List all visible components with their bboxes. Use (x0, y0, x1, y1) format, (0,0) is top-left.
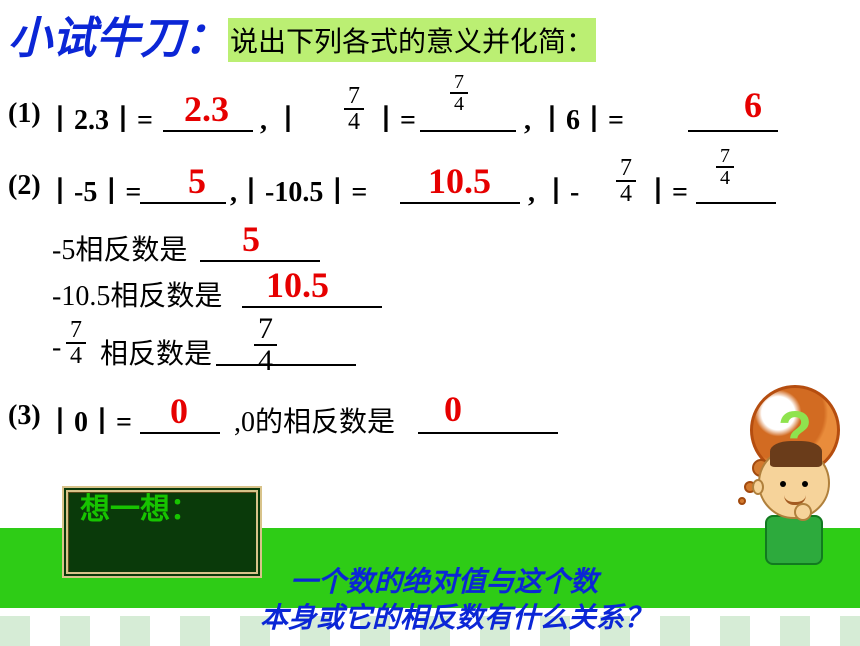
q3-expr1: 丨0丨= (46, 400, 132, 440)
q2-frac: 7 4 (616, 156, 636, 206)
section-title: 小试牛刀： (8, 2, 228, 66)
fraction: 7 4 (616, 156, 636, 206)
q1-ans1: 2.3 (184, 88, 229, 130)
bubble-dot (738, 497, 746, 505)
bottom-question-line1: 一个数的绝对值与这个数 (290, 560, 598, 600)
sub2-blank (242, 306, 382, 308)
fraction: 7 4 (450, 72, 468, 114)
fraction: 7 4 (66, 318, 86, 368)
sub3-blank (216, 364, 356, 366)
fraction: 7 4 (254, 314, 277, 376)
sub3-neg: - (52, 332, 61, 364)
q3-line: (3) 丨0丨= 0 ,0的相反数是 0 (0, 386, 860, 446)
q2-ans1: 5 (188, 160, 206, 202)
q1-expr1: 丨2.3丨= (46, 98, 153, 138)
q1-label: (1) (8, 98, 41, 130)
q2-ans3: 7 4 (716, 146, 734, 188)
q3-blank2 (418, 432, 558, 434)
q1-sep1: , 丨 (260, 98, 302, 138)
q3-ans2: 0 (444, 388, 462, 430)
sub3: - 7 4 相反数是 7 4 (0, 318, 860, 386)
q1-ans2: 7 4 (450, 72, 468, 114)
q3-blank1 (140, 432, 220, 434)
sub3-mid: 相反数是 (100, 332, 212, 372)
sub2: -10.5相反数是 10.5 (0, 270, 860, 318)
subtitle-text: 说出下列各式的意义并化简： (230, 27, 594, 58)
sub2-text: -10.5相反数是 (52, 274, 222, 314)
sub1-ans: 5 (242, 218, 260, 260)
sub1-blank (200, 260, 320, 262)
q1-blank2 (420, 130, 516, 132)
q3-ans1: 0 (170, 390, 188, 432)
q2-expr1: 丨-5丨= (46, 170, 141, 210)
q2-sep2: , 丨- (528, 170, 579, 210)
subtitle-highlight: 说出下列各式的意义并化简： (228, 18, 596, 62)
q2-sep1: ,丨-10.5丨= (230, 170, 367, 210)
thinker-icon (758, 447, 830, 565)
sub1: -5相反数是 5 (0, 222, 860, 270)
q2-label: (2) (8, 170, 41, 202)
fraction: 7 4 (716, 146, 734, 188)
sub2-ans: 10.5 (266, 264, 329, 306)
sub3-ans: 7 4 (254, 314, 277, 376)
sub1-text: -5相反数是 (52, 228, 187, 268)
q2-exprsuf: 丨= (644, 170, 688, 210)
q2-line: (2) 丨-5丨= 5 ,丨-10.5丨= 10.5 , 丨- 7 4 丨= 7… (0, 156, 860, 222)
q1-expr2suf: 丨= (372, 98, 416, 138)
q1-ans3: 6 (744, 84, 762, 126)
think-label: 想一想： (80, 484, 200, 528)
q2-blank2 (400, 202, 520, 204)
fraction: 7 4 (344, 84, 364, 134)
slide-root: 小试牛刀： 说出下列各式的意义并化简： (1) 丨2.3丨= 2.3 , 丨 7… (0, 0, 860, 645)
q2-blank3 (696, 202, 776, 204)
bottom-question-line2: 本身或它的相反数有什么关系？ (260, 596, 652, 636)
q2-blank1 (140, 202, 226, 204)
q1-blank3 (688, 130, 778, 132)
body: (1) 丨2.3丨= 2.3 , 丨 7 4 丨= 7 4 , 丨6丨= (0, 84, 860, 446)
q1-blank1 (163, 130, 253, 132)
q3-label: (3) (8, 400, 41, 432)
q3-sep: ,0的相反数是 (234, 400, 395, 440)
sub3-frac: 7 4 (66, 318, 86, 368)
q1-sep2: , 丨6丨= (524, 98, 624, 138)
q2-ans2: 10.5 (428, 160, 491, 202)
q1-frac1: 7 4 (344, 84, 364, 134)
